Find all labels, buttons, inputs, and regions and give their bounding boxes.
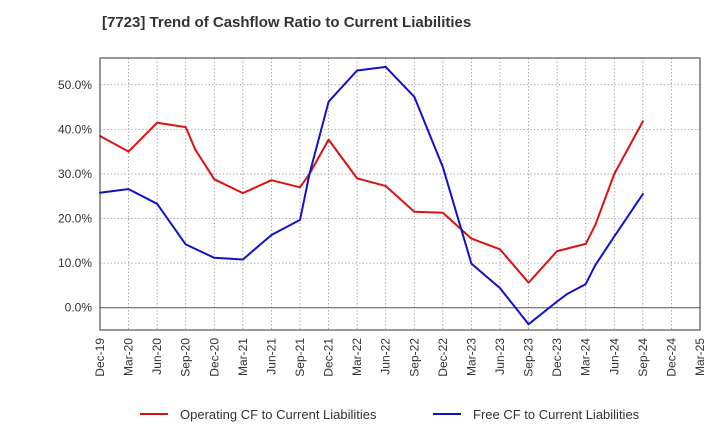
y-tick-label: 0.0% xyxy=(65,301,93,315)
x-tick-label: Dec-21 xyxy=(322,338,336,377)
x-tick-label: Sep-20 xyxy=(179,338,193,377)
x-tick-label: Sep-24 xyxy=(636,338,650,377)
x-tick-label: Sep-23 xyxy=(522,338,536,377)
x-tick-label: Jun-22 xyxy=(379,338,393,375)
x-tick-label: Dec-24 xyxy=(664,338,678,377)
x-tick-labels: Dec-19 Mar-20 Jun-20 Sep-20 Dec-20 Mar-21 Jun-… xyxy=(93,338,707,377)
x-tick-label: Dec-23 xyxy=(550,338,564,377)
x-tick-label: Sep-21 xyxy=(293,338,307,377)
x-tick-label: Sep-22 xyxy=(407,338,421,377)
x-tick-label: Mar-25 xyxy=(693,338,707,376)
x-tick-label: Jun-24 xyxy=(607,338,621,375)
x-tick-label: Mar-21 xyxy=(236,338,250,376)
x-tick-label: Mar-20 xyxy=(122,338,136,376)
x-tick-label: Dec-22 xyxy=(436,338,450,377)
chart-title: [7723] Trend of Cashflow Ratio to Curren… xyxy=(102,14,472,31)
x-tick-label: Dec-20 xyxy=(207,338,221,377)
y-tick-label: 40.0% xyxy=(58,122,92,136)
series-line-2 xyxy=(99,65,644,326)
legend-label-2: Free CF to Current Liabilities xyxy=(473,407,640,422)
x-tick-label: Mar-22 xyxy=(350,338,364,376)
legend: Operating CF to Current Liabilities Free … xyxy=(140,407,640,422)
x-tick-label: Dec-19 xyxy=(93,338,107,377)
x-tick-label: Jun-20 xyxy=(150,338,164,375)
y-tick-label: 20.0% xyxy=(58,212,92,226)
x-tick-label: Jun-21 xyxy=(264,338,278,375)
series-layer xyxy=(99,65,644,326)
y-tick-label: 50.0% xyxy=(58,78,92,92)
x-tick-label: Mar-23 xyxy=(464,338,478,376)
x-tick-label: Jun-23 xyxy=(493,338,507,375)
plot-frame xyxy=(99,57,701,331)
y-tick-label: 30.0% xyxy=(58,167,92,181)
series-line-1 xyxy=(99,120,644,284)
legend-label-1: Operating CF to Current Liabilities xyxy=(180,407,377,422)
plot-background xyxy=(100,58,700,330)
y-tick-labels: 0.0% 10.0% 20.0% 30.0% 40.0% 50.0% xyxy=(58,78,92,315)
y-tick-label: 10.0% xyxy=(58,256,92,270)
x-tick-label: Mar-24 xyxy=(579,338,593,376)
